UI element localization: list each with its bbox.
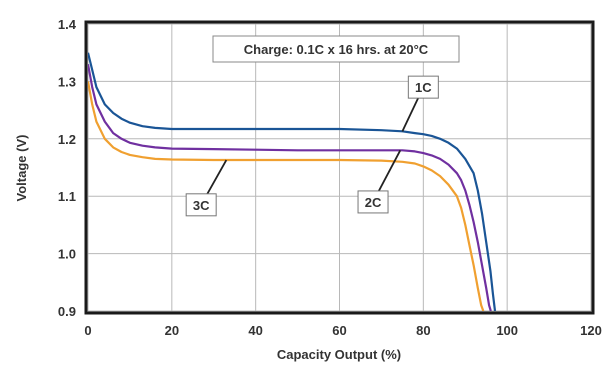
y-axis-title: Voltage (V)	[14, 135, 29, 202]
x-tick-label: 100	[496, 323, 518, 338]
y-tick-label: 1.0	[58, 247, 76, 262]
callout-label-1c: 1C	[415, 80, 432, 95]
callout-label-2c: 2C	[365, 195, 382, 210]
y-tick-label: 1.3	[58, 74, 76, 89]
x-tick-label: 0	[84, 323, 91, 338]
callouts: 1C 2C 3C	[185, 75, 439, 217]
x-axis-title: Capacity Output (%)	[277, 347, 401, 362]
y-tick-labels: 1.4 1.3 1.2 1.1 1.0 0.9	[58, 17, 77, 319]
y-tick-label: 0.9	[58, 304, 76, 319]
annotation-text: Charge: 0.1C x 16 hrs. at 20°C	[244, 42, 429, 57]
y-tick-label: 1.2	[58, 132, 76, 147]
annotation-frame	[212, 35, 460, 63]
callout-box-2c	[357, 190, 389, 214]
x-tick-labels: 0 20 40 60 80 100 120	[84, 323, 601, 338]
series-line-2c	[88, 64, 492, 311]
series-line-1c	[88, 52, 497, 311]
callout-box-3c	[185, 193, 217, 217]
annotation-box: Charge: 0.1C x 16 hrs. at 20°C	[212, 35, 460, 63]
x-tick-label: 120	[580, 323, 602, 338]
plot-frame	[84, 20, 595, 315]
x-tick-label: 60	[332, 323, 346, 338]
grid-lines	[87, 23, 592, 312]
x-tick-label: 80	[416, 323, 430, 338]
callout-box-1c	[407, 75, 439, 99]
callout-label-3c: 3C	[193, 198, 210, 213]
y-tick-label: 1.1	[58, 189, 76, 204]
y-tick-label: 1.4	[58, 17, 77, 32]
x-tick-label: 20	[165, 323, 179, 338]
series-layer	[88, 52, 497, 311]
series-line-3c	[88, 81, 485, 311]
x-tick-label: 40	[248, 323, 262, 338]
